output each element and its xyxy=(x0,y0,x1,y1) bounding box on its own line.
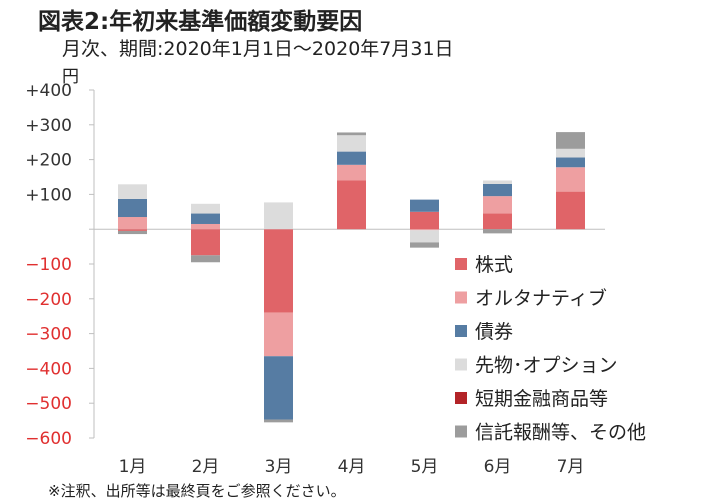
bar-segment xyxy=(483,196,512,214)
legend-swatch xyxy=(455,358,467,371)
bar-segment xyxy=(483,213,512,230)
bar-segment xyxy=(118,230,147,235)
legend-swatch xyxy=(455,291,467,304)
y-tick-label: −200 xyxy=(25,290,72,310)
bar-segment xyxy=(483,183,512,197)
legend-label: 先物･オプション xyxy=(475,355,618,377)
bar-segment xyxy=(264,312,293,357)
y-tick-label: −100 xyxy=(25,255,72,275)
bar-segment xyxy=(337,180,366,230)
bar-segment xyxy=(118,229,147,231)
chart-subtitle: 月次、期間:2020年1月1日～2020年7月31日 xyxy=(62,38,454,60)
chart-title: 図表2:年初来基準価額変動要因 xyxy=(38,9,363,35)
bar-segment xyxy=(191,229,220,256)
x-tick-label: 2月 xyxy=(192,457,220,477)
x-tick-label: 4月 xyxy=(338,457,366,477)
footnote: ※注釈、出所等は最終頁をご参照ください。 xyxy=(48,482,346,500)
bar-segment xyxy=(337,135,366,152)
legend-swatch xyxy=(455,392,467,404)
bar-segment xyxy=(118,217,147,230)
bar-segment xyxy=(410,211,439,230)
bar-segment xyxy=(556,148,585,158)
bar-segment xyxy=(118,198,147,218)
y-tick-label: −400 xyxy=(25,359,72,379)
bar-segment xyxy=(191,255,220,263)
y-tick-label: +200 xyxy=(25,151,72,171)
y-axis-unit: 円 xyxy=(62,67,79,87)
legend-label: オルタナティブ xyxy=(475,287,607,310)
bar-segment xyxy=(118,184,147,199)
x-tick-label: 6月 xyxy=(484,457,512,477)
bar-segment xyxy=(191,223,220,230)
bar-segment xyxy=(410,199,439,212)
bar-segment xyxy=(410,230,439,243)
legend-label: 信託報酬等、その他 xyxy=(475,422,646,444)
bar-segment xyxy=(483,180,512,184)
bar-segment xyxy=(410,229,439,231)
bar-segment xyxy=(264,202,293,230)
bar-segment xyxy=(556,157,585,168)
bar-segment xyxy=(556,167,585,192)
bar-segment xyxy=(410,242,439,248)
x-tick-label: 1月 xyxy=(119,457,147,477)
bar-segment xyxy=(264,229,293,313)
bar-segment xyxy=(556,132,585,149)
bar-segment xyxy=(264,356,293,420)
y-tick-label: −500 xyxy=(25,394,72,414)
bar-segment xyxy=(483,229,512,234)
y-tick-label: −300 xyxy=(25,325,72,345)
bar-segment xyxy=(337,164,366,181)
legend-swatch xyxy=(455,258,467,270)
bar-segment xyxy=(191,213,220,224)
bar-segment xyxy=(191,203,220,214)
legend-swatch xyxy=(455,325,467,337)
bar-segment xyxy=(264,419,293,423)
y-tick-label: +400 xyxy=(25,81,72,101)
x-tick-label: 7月 xyxy=(557,457,585,477)
bar-segment xyxy=(337,151,366,165)
chart-canvas: +400 +300 +200 +100 −100 −200 −300 −400 −500 −600… xyxy=(25,81,646,477)
y-tick-label: +100 xyxy=(25,185,72,205)
legend-label: 株式 xyxy=(475,254,513,276)
x-tick-label: 5月 xyxy=(411,457,439,477)
legend-label: 債券 xyxy=(475,321,513,343)
bar-segment xyxy=(556,191,585,230)
bar-segment xyxy=(337,132,366,136)
y-tick-label: +300 xyxy=(25,116,72,136)
legend-swatch xyxy=(455,425,467,438)
x-tick-label: 3月 xyxy=(265,457,293,477)
y-tick-label: −600 xyxy=(25,429,72,449)
legend-label: 短期金融商品等 xyxy=(475,388,608,410)
